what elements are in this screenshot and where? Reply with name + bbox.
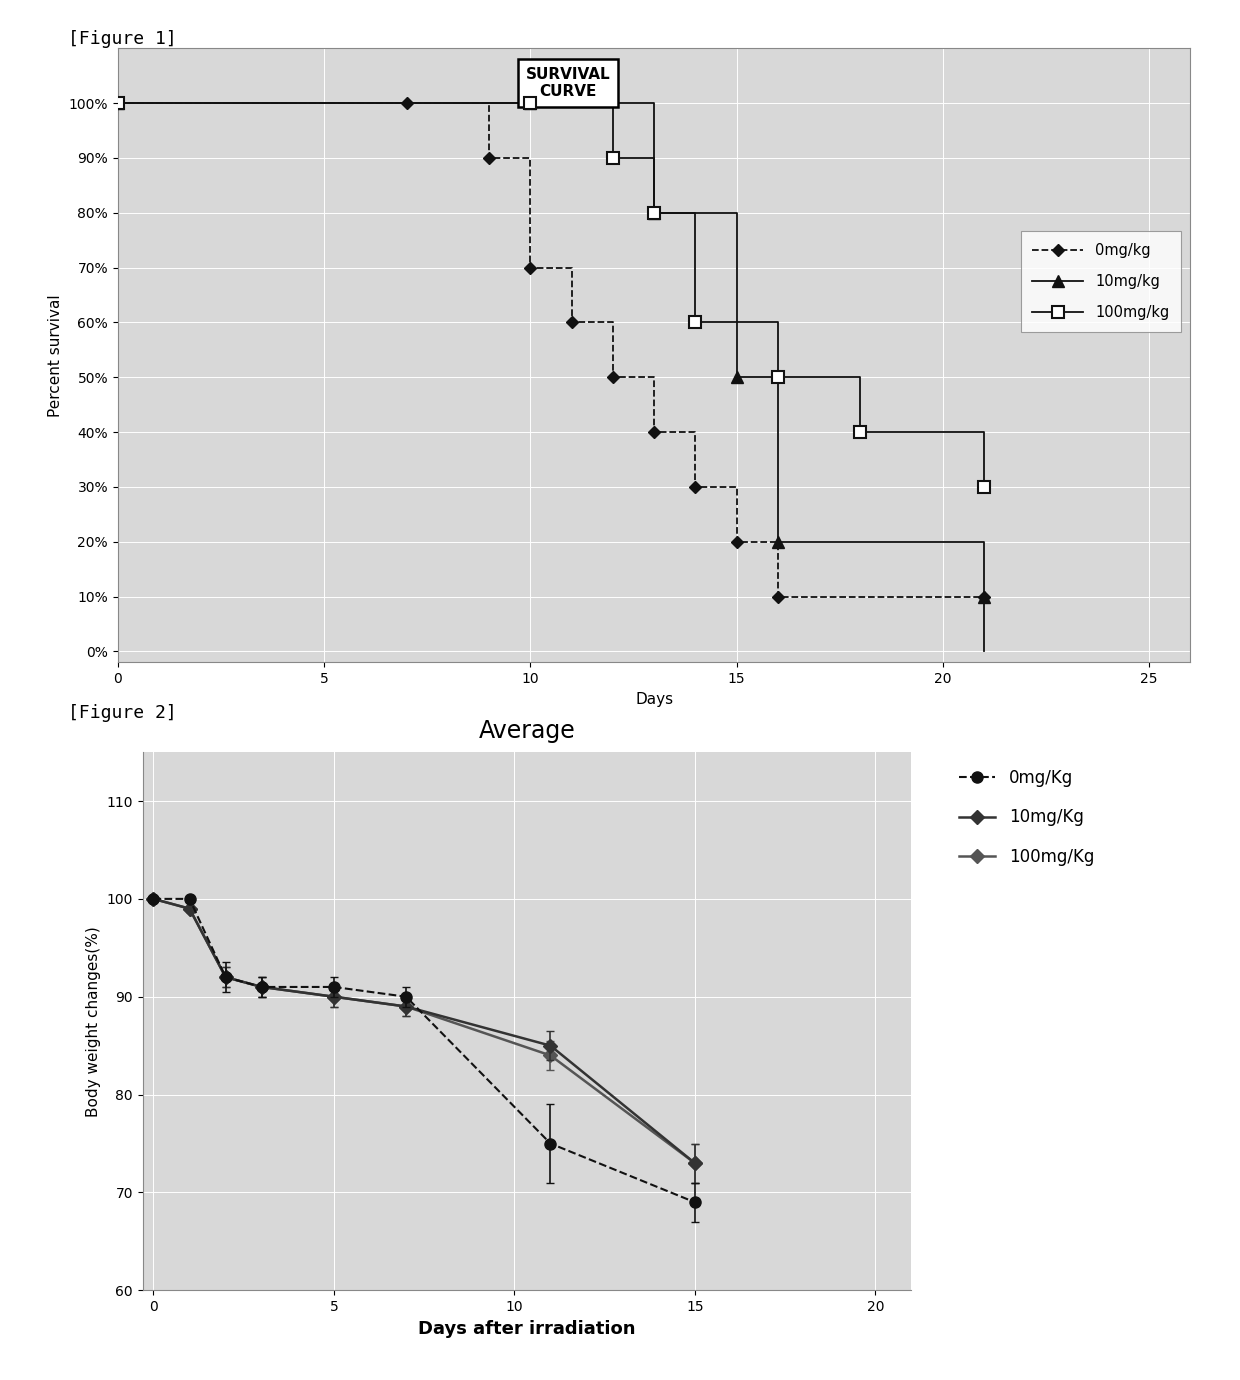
- Text: [Figure 2]: [Figure 2]: [68, 704, 177, 722]
- Legend: 0mg/kg, 10mg/kg, 100mg/kg: 0mg/kg, 10mg/kg, 100mg/kg: [1021, 232, 1180, 331]
- Legend: 0mg/Kg, 10mg/Kg, 100mg/Kg: 0mg/Kg, 10mg/Kg, 100mg/Kg: [951, 760, 1102, 875]
- Text: [Figure 1]: [Figure 1]: [68, 30, 177, 48]
- Text: SURVIVAL
CURVE: SURVIVAL CURVE: [526, 66, 610, 99]
- X-axis label: Days: Days: [635, 691, 673, 707]
- Title: Average: Average: [479, 719, 575, 744]
- X-axis label: Days after irradiation: Days after irradiation: [418, 1319, 636, 1337]
- Y-axis label: Percent survival: Percent survival: [48, 294, 63, 417]
- Y-axis label: Body weight changes(%): Body weight changes(%): [86, 926, 100, 1116]
